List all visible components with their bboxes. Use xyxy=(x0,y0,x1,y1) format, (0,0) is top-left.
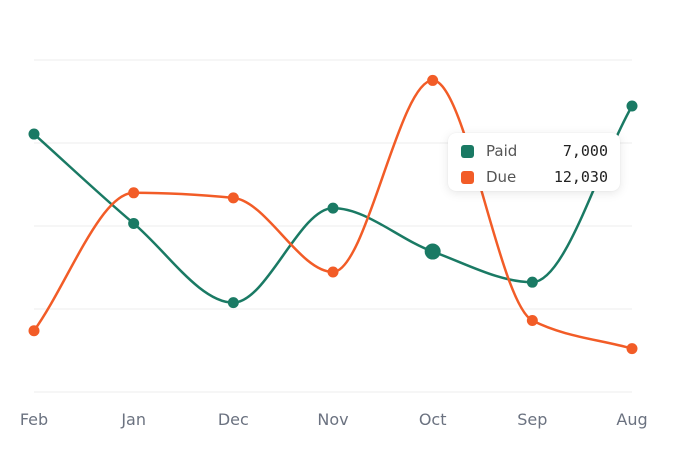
grid-lines xyxy=(34,59,632,393)
data-point-due-aug[interactable] xyxy=(626,343,638,355)
data-point-due-nov[interactable] xyxy=(327,266,339,278)
tooltip-series-value: 12,030 xyxy=(553,168,608,186)
data-point-paid-sep[interactable] xyxy=(526,276,538,288)
x-tick-label: Jan xyxy=(120,410,146,429)
x-axis-tick-labels: Feb Jan Dec Nov Oct Sep Aug xyxy=(20,410,648,429)
x-tick-label: Dec xyxy=(218,410,249,429)
data-point-paid-dec[interactable] xyxy=(227,297,239,309)
x-tick-label: Aug xyxy=(616,410,647,429)
tooltip-swatch-paid xyxy=(461,144,474,158)
x-tick-label: Oct xyxy=(419,410,447,429)
data-point-paid-feb[interactable] xyxy=(28,128,40,140)
tooltip-series-value: 7,000 xyxy=(562,142,608,160)
data-point-due-sep[interactable] xyxy=(526,314,538,326)
data-point-due-feb[interactable] xyxy=(28,325,40,337)
data-point-paid-nov[interactable] xyxy=(327,202,339,214)
data-point-due-dec[interactable] xyxy=(227,192,239,204)
x-tick-label: Feb xyxy=(20,410,48,429)
x-tick-label: Sep xyxy=(517,410,547,429)
data-point-paid-jan[interactable] xyxy=(128,217,140,229)
series-points[interactable] xyxy=(28,74,638,355)
tooltip-row-paid: Paid 7,000 xyxy=(461,138,608,164)
tooltip-series-name: Paid xyxy=(486,142,518,160)
tooltip-swatch-due xyxy=(461,170,474,184)
data-point-due-oct[interactable] xyxy=(427,74,439,86)
tooltip-row-due: Due 12,030 xyxy=(461,164,608,190)
data-point-paid-oct[interactable] xyxy=(424,243,441,260)
series-lines xyxy=(32,79,634,350)
data-point-paid-aug[interactable] xyxy=(626,100,638,112)
chart-tooltip: Paid 7,000 Due 12,030 xyxy=(448,133,620,191)
tooltip-series-name: Due xyxy=(486,168,517,186)
x-tick-label: Nov xyxy=(317,410,348,429)
data-point-due-jan[interactable] xyxy=(128,187,140,199)
